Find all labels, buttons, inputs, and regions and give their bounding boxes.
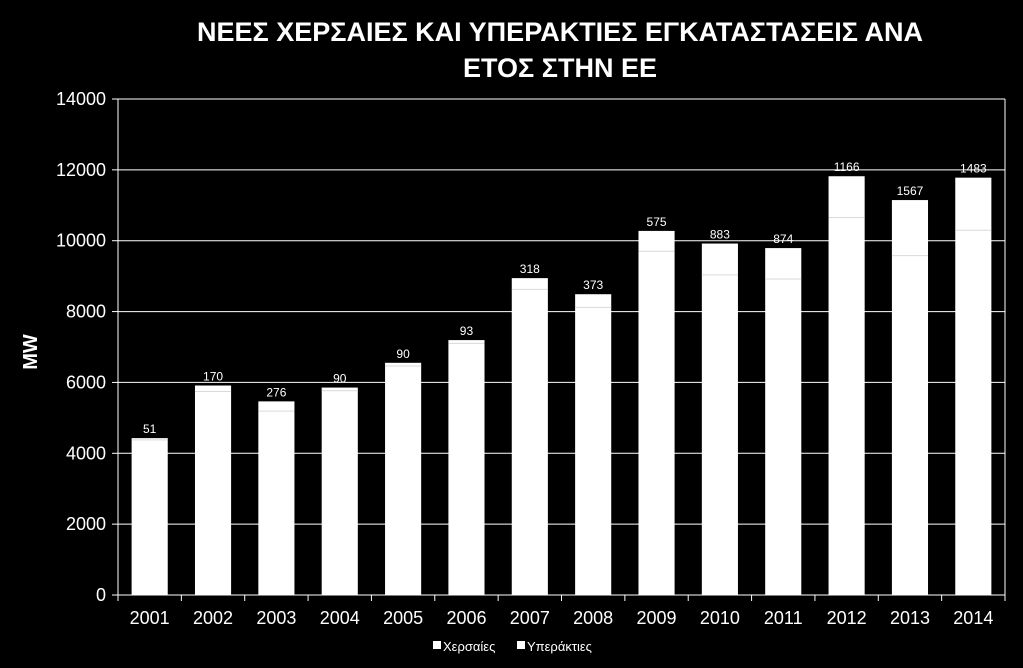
chart-title: ΝΕΕΣ ΧΕΡΣΑΙΕΣ ΚΑΙ ΥΠΕΡΑΚΤΙΕΣ ΕΓΚΑΤΑΣΤΑΣΕ… (110, 14, 1010, 86)
bar-offshore-2012 (828, 176, 865, 218)
bar-offshore-2014 (955, 177, 992, 231)
bar-onshore-2007 (511, 289, 548, 595)
y-tick-label: 10000 (56, 231, 106, 251)
data-label-2006: 93 (460, 324, 474, 338)
y-tick-label: 0 (96, 585, 106, 605)
bar-onshore-2010 (701, 274, 738, 595)
x-tick-label-2012: 2012 (827, 608, 867, 628)
y-tick-label: 2000 (66, 514, 106, 534)
legend: Χερσαίες Υπεράκτιες (433, 639, 592, 654)
chart-title-line1: ΝΕΕΣ ΧΕΡΣΑΙΕΣ ΚΑΙ ΥΠΕΡΑΚΤΙΕΣ ΕΓΚΑΤΑΣΤΑΣΕ… (197, 17, 923, 47)
bar-offshore-2013 (891, 200, 929, 256)
bar-offshore-2005 (385, 362, 422, 366)
data-label-2013: 1567 (897, 184, 924, 198)
x-tick-label-2006: 2006 (446, 608, 486, 628)
bar-offshore-2007 (511, 278, 548, 290)
bar-onshore-2004 (321, 390, 358, 595)
x-tick-label-2013: 2013 (890, 608, 930, 628)
x-tick-label-2014: 2014 (953, 608, 993, 628)
bar-offshore-2009 (638, 230, 675, 252)
x-tick-label-2001: 2001 (130, 608, 170, 628)
data-labels: 51 170 276 90 90 93 318 373 575 883 874 1166 1567 148… (143, 160, 987, 436)
y-axis-ticks: 0 2000 4000 6000 8000 10000 12000 14000 (56, 89, 118, 605)
bar-offshore-2002 (194, 385, 232, 392)
bar-onshore-2012 (828, 217, 865, 595)
bar-offshore-2006 (448, 340, 485, 344)
x-tick-label-2004: 2004 (320, 608, 360, 628)
y-tick-label: 14000 (56, 89, 106, 109)
data-label-2010: 883 (710, 228, 730, 242)
bar-onshore-2001 (131, 439, 168, 595)
bar-onshore-2009 (638, 251, 675, 595)
data-label-2003: 276 (266, 385, 286, 399)
data-label-2007: 318 (520, 262, 540, 276)
bar-onshore-2002 (194, 391, 232, 595)
data-label-2008: 373 (583, 278, 603, 292)
data-label-2009: 575 (647, 215, 667, 229)
x-tick-label-2005: 2005 (383, 608, 423, 628)
x-tick-label-2011: 2011 (764, 608, 803, 628)
gridlines (117, 98, 1006, 596)
y-tick-label: 4000 (66, 443, 106, 463)
data-label-2004: 90 (333, 372, 347, 386)
bar-onshore-2005 (385, 365, 422, 595)
bar-onshore-2008 (575, 307, 612, 595)
legend-label-onshore: Χερσαίες (443, 639, 495, 654)
y-tick-label: 8000 (66, 302, 106, 322)
bar-offshore-2004 (321, 387, 358, 391)
x-tick-label-2002: 2002 (193, 608, 233, 628)
data-label-2014: 1483 (960, 162, 987, 176)
x-tick-label-2009: 2009 (637, 608, 677, 628)
data-label-2005: 90 (396, 347, 410, 361)
bar-offshore-2008 (575, 294, 612, 308)
y-tick-label: 6000 (66, 372, 106, 392)
legend-swatch-onshore (433, 641, 441, 649)
bar-offshore-2003 (258, 401, 295, 412)
x-axis-ticks: 2001 2002 2003 2004 2005 2006 2007 2008 2009 2010… (117, 595, 1006, 628)
bar-offshore-2010 (701, 243, 738, 275)
bar-onshore-2006 (448, 343, 485, 595)
data-label-2001: 51 (143, 422, 157, 436)
legend-label-offshore: Υπεράκτιες (527, 639, 592, 654)
legend-swatch-offshore (517, 641, 525, 649)
bar-onshore-2003 (258, 411, 295, 595)
bars (131, 176, 992, 595)
chart-title-line2: ΕΤΟΣ ΣΤΗΝ ΕΕ (463, 53, 657, 83)
y-axis-label: MW (20, 334, 42, 370)
data-label-2011: 874 (773, 232, 793, 246)
bar-onshore-2014 (955, 230, 992, 595)
x-tick-label-2010: 2010 (700, 608, 740, 628)
x-tick-label-2007: 2007 (510, 608, 550, 628)
x-tick-label-2008: 2008 (573, 608, 613, 628)
y-tick-label: 12000 (56, 160, 106, 180)
x-tick-label-2003: 2003 (256, 608, 296, 628)
bar-offshore-2001 (131, 438, 168, 440)
data-label-2012: 1166 (834, 160, 860, 174)
data-label-2002: 170 (203, 370, 223, 384)
bar-onshore-2013 (891, 255, 929, 595)
bar-offshore-2011 (765, 248, 802, 280)
bar-onshore-2011 (765, 279, 802, 595)
